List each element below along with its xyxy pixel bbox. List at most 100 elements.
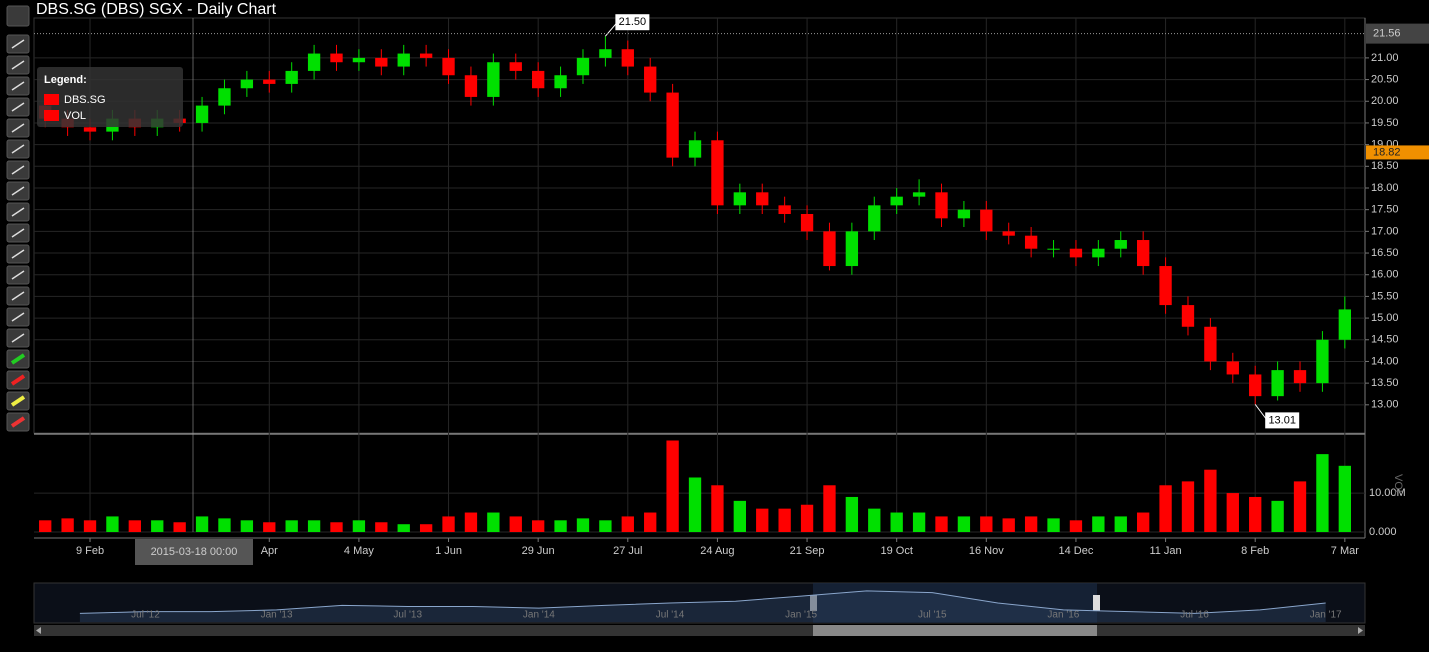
y-tick-label: 20.00 (1371, 95, 1399, 107)
volume-bar (1316, 454, 1329, 532)
candle-body (599, 49, 612, 58)
y-tick-label: 15.50 (1371, 290, 1399, 302)
candle-body (688, 140, 702, 158)
volume-bar (509, 516, 522, 532)
volume-bar (1249, 496, 1262, 532)
legend-label: DBS.SG (64, 94, 106, 106)
volume-bar (464, 512, 478, 532)
navigator-tick-label: Jan '15 (785, 610, 817, 621)
candle-body (957, 209, 971, 219)
candle-body (375, 57, 388, 67)
y-tick-label: 20.50 (1371, 73, 1399, 85)
volume-bar (375, 522, 388, 532)
navigator-tick-label: Jul '16 (1180, 610, 1209, 621)
volume-bar (487, 512, 500, 532)
volume-bar (890, 512, 903, 532)
y2-axis-label: VOL (1392, 474, 1404, 496)
volume-bar (128, 520, 141, 532)
candle-body (487, 62, 500, 97)
candle-body (532, 70, 545, 89)
scrollbar-thumb[interactable] (813, 625, 1097, 636)
volume-bar (1338, 465, 1351, 532)
tool-icon (11, 207, 25, 217)
candle-body (1316, 339, 1329, 384)
legend: Legend: DBS.SG VOL (37, 67, 183, 127)
volume-bar (1159, 485, 1172, 532)
x-tick-label: 16 Nov (969, 545, 1004, 557)
volume-bar (912, 512, 926, 532)
candle-body (397, 53, 410, 67)
tool-icon (11, 270, 25, 280)
candle-body (711, 140, 724, 206)
candle-body (1249, 374, 1262, 397)
tool-icon (11, 165, 25, 175)
last-price-box (1366, 145, 1429, 160)
candle-body (756, 192, 769, 206)
x-tick-label: 24 Aug (700, 545, 734, 557)
volume-bar (957, 516, 971, 532)
y-tick-label: 16.50 (1371, 247, 1399, 259)
candle-body (1092, 248, 1105, 258)
volume-bar (733, 500, 746, 532)
volume-bar (599, 520, 612, 532)
volume-bar (688, 477, 702, 532)
volume-bar (756, 508, 769, 532)
volume-bar (195, 516, 209, 532)
candle-body (1204, 326, 1217, 362)
navigator-tick-label: Jul '12 (131, 610, 160, 621)
candle-body (509, 62, 522, 71)
volume-bar (980, 516, 993, 532)
volume-bar (1271, 500, 1284, 532)
candle-body (1137, 240, 1150, 267)
volume-bar (307, 520, 321, 532)
volume-bar (644, 512, 657, 532)
volume-bar (845, 496, 859, 532)
y-tick-label: 13.00 (1371, 399, 1399, 411)
tool-icon (11, 123, 25, 133)
tool-icon (10, 416, 26, 428)
candle-body (778, 205, 791, 215)
x-tick-label: 14 Dec (1059, 545, 1094, 557)
x-tick-label: Apr (261, 545, 278, 557)
candle-body (263, 79, 276, 84)
volume-bar (1226, 493, 1239, 532)
candle-body (666, 92, 679, 158)
volume-bar (419, 524, 433, 532)
candle-body (1159, 266, 1172, 306)
tool-icon (11, 312, 25, 322)
candle-body (554, 75, 567, 89)
annotation-label: 21.50 (619, 16, 647, 28)
y-tick-label: 21.00 (1371, 52, 1399, 64)
y-tick-label: 18.00 (1371, 182, 1399, 194)
fullscreen-button[interactable] (6, 5, 30, 27)
volume-bar (778, 508, 791, 532)
legend-swatch (44, 94, 59, 105)
y-tick-label: 17.50 (1371, 204, 1399, 216)
candle-body (1271, 370, 1284, 397)
volume-bar (285, 520, 298, 532)
volume-bar (1181, 481, 1195, 532)
tool-icon (10, 374, 26, 386)
candle-body (935, 192, 948, 219)
y-tick-label: 17.00 (1371, 225, 1399, 237)
volume-bar (1002, 518, 1015, 532)
volume-bar (1047, 518, 1060, 532)
x-tick-label: 21 Sep (790, 545, 825, 557)
tool-icon (11, 144, 25, 154)
annotation-box (615, 14, 650, 31)
candle-body (240, 79, 254, 89)
y-tick-label: 14.00 (1371, 355, 1399, 367)
volume-bar (83, 520, 97, 532)
navigator-handle[interactable] (1093, 595, 1100, 611)
candle-body (83, 127, 97, 132)
navigator-tick-label: Jul '13 (393, 610, 422, 621)
candle-body (644, 66, 657, 93)
volume-bar (218, 518, 231, 532)
volume-bar (106, 516, 119, 532)
tool-icon (11, 228, 25, 238)
navigator-tick-label: Jan '14 (523, 610, 555, 621)
volume-bar (1137, 512, 1150, 532)
crosshair-x-box (135, 539, 253, 565)
y-tick-label: 16.00 (1371, 269, 1399, 281)
